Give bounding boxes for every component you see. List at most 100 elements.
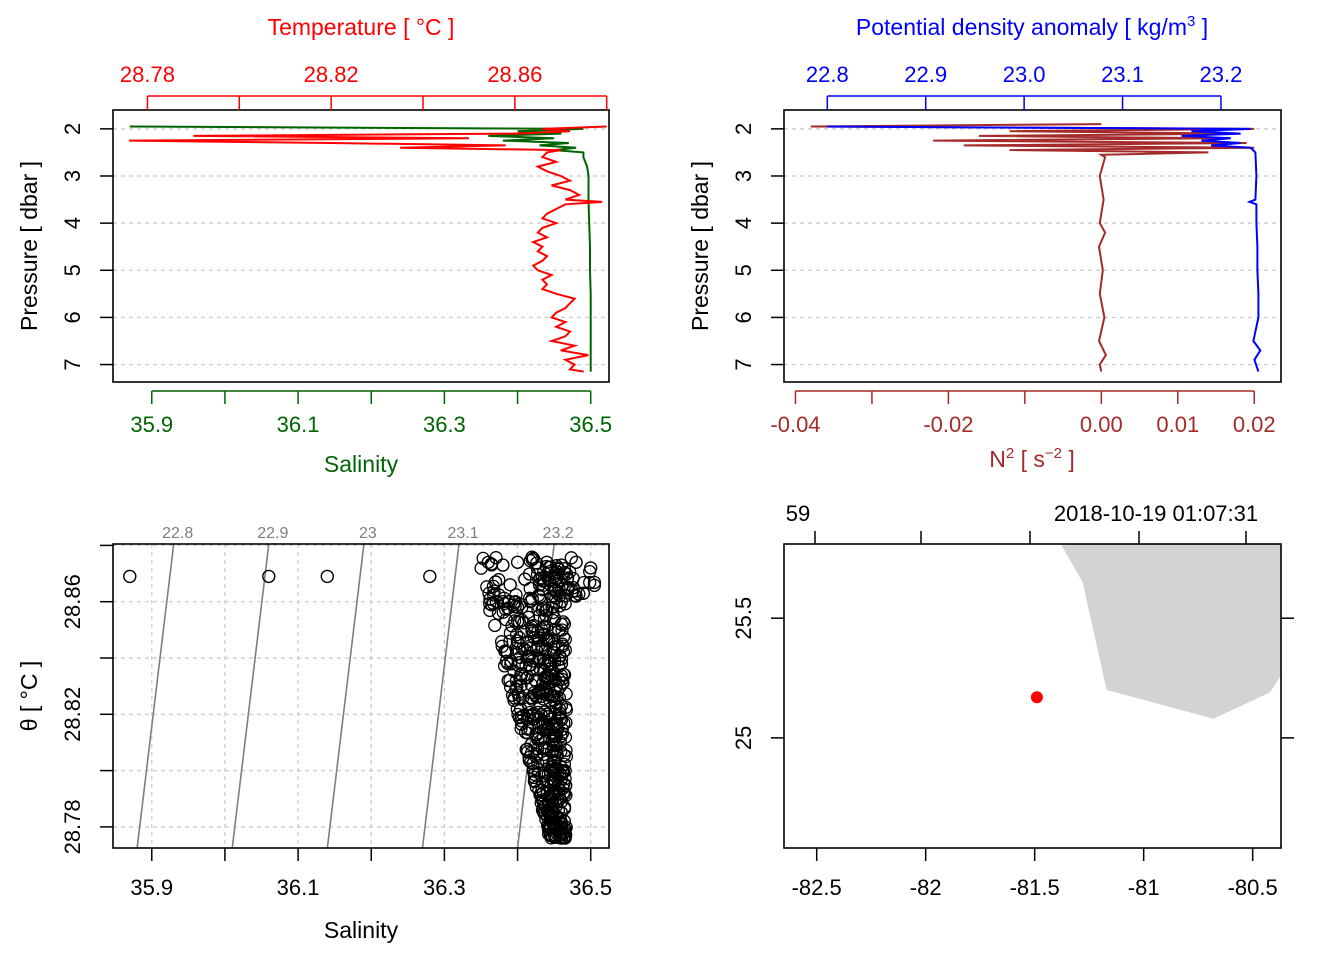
ts-point [513, 650, 527, 664]
density-profile-grid [784, 128, 1281, 366]
ts-points [123, 550, 602, 845]
ts-point [423, 569, 437, 584]
n2-tick-label: 0.02 [1233, 412, 1276, 437]
temperature-axis: 28.78 28.82 28.86 [120, 62, 608, 110]
ts-point [548, 673, 562, 687]
ts-point [552, 787, 566, 801]
pressure-tick-label: 6 [60, 311, 85, 323]
ts-point [556, 615, 570, 629]
ts-point [521, 605, 535, 619]
salinity-tick-label: 36.3 [423, 412, 466, 437]
ts-point [509, 588, 523, 602]
ts-point [496, 605, 510, 619]
salinity-axis-title: Salinity [324, 451, 399, 477]
ts-point [587, 575, 602, 590]
ts-diagram-panel: 22.8 22.9 23 23.1 23.2 35.9 36.1 36.3 36.5 28.7… [16, 525, 612, 943]
temperature-tick-label: 28.78 [120, 62, 175, 87]
ts-diagram-grid [113, 544, 609, 848]
ts-point [499, 645, 513, 659]
ts-point [564, 551, 578, 565]
ts-point [531, 588, 546, 602]
ts-point [483, 592, 497, 606]
ts-point [123, 569, 137, 584]
longitude-tick-label: -82 [910, 875, 942, 900]
ts-point [535, 689, 549, 703]
ts-point [529, 780, 543, 794]
density-axis-title: Potential density anomaly [ kg/m3 ] [856, 13, 1208, 40]
latitude-tick-label: 25.5 [731, 597, 756, 640]
density-profile-line [827, 125, 1262, 372]
ts-point [583, 564, 597, 579]
ts-point [514, 667, 528, 681]
pressure-axis-title: Pressure [ dbar ] [16, 161, 42, 331]
ts-salinity-tick-label: 36.5 [569, 875, 612, 900]
n2-title-sup: 2 [1006, 445, 1014, 462]
ts-point [549, 729, 564, 743]
salinity-tick-label: 36.1 [277, 412, 320, 437]
ts-point [507, 693, 521, 707]
ts-point [489, 594, 503, 609]
n2-axis: -0.04 -0.02 0.00 0.01 0.02 [770, 390, 1276, 437]
n2-tick-label: -0.02 [923, 412, 973, 437]
ts-point [540, 619, 554, 634]
map-frame [783, 543, 1282, 849]
ts-point [487, 588, 501, 602]
ts-profile-frame [112, 109, 610, 383]
ts-point [556, 639, 570, 653]
salinity-tick-label: 36.5 [569, 412, 612, 437]
ts-point [530, 742, 545, 756]
ts-point [499, 612, 513, 627]
ts-point [540, 742, 554, 756]
density-profile-frame [783, 109, 1282, 383]
density-tick-label: 23.1 [1101, 62, 1144, 87]
isopycnal-label: 22.8 [162, 525, 193, 542]
ts-point [524, 641, 538, 655]
pressure-tick-label: 6 [731, 311, 756, 323]
ts-point [503, 578, 517, 592]
ts-salinity-tick-label: 35.9 [130, 875, 173, 900]
ts-point [545, 788, 560, 802]
ts-point [507, 614, 522, 628]
n2-tick-label: 0.01 [1156, 412, 1199, 437]
ts-point [506, 598, 521, 612]
density-tick-label: 23.2 [1200, 62, 1243, 87]
ts-point [566, 581, 581, 595]
ts-point [547, 732, 562, 746]
ts-point [513, 702, 528, 716]
ts-point [492, 573, 506, 587]
ts-point [514, 721, 528, 736]
ts-salinity-axis: 35.9 36.1 36.3 36.5 [130, 848, 612, 900]
ts-point [538, 656, 552, 670]
ts-theta-title: θ [ °C ] [16, 661, 42, 732]
ts-salinity-tick-label: 36.3 [423, 875, 466, 900]
ts-point [558, 779, 573, 793]
ts-point [523, 595, 538, 609]
ts-point [553, 680, 567, 694]
ts-point [549, 596, 564, 610]
ts-point [520, 742, 534, 756]
pressure-tick-label: 4 [731, 217, 756, 229]
ts-point [547, 574, 561, 589]
ts-point [504, 657, 518, 671]
ts-point [483, 597, 497, 611]
pressure-axis-2: 2 3 4 5 6 7 [731, 123, 784, 371]
ts-point [544, 560, 558, 574]
pressure-tick-label: 7 [731, 358, 756, 370]
isopycnal-label: 22.9 [257, 525, 288, 542]
ts-point [523, 554, 537, 568]
ts-point [558, 764, 572, 778]
ts-point [559, 788, 573, 802]
ts-point [538, 717, 552, 731]
ts-point [541, 654, 555, 668]
ts-point [549, 559, 564, 573]
ts-point [553, 599, 567, 613]
ts-point [497, 596, 511, 611]
latitude-axis: 25.5 25 [731, 597, 1294, 750]
ts-point [498, 602, 513, 616]
ts-point [552, 691, 567, 705]
ts-point [527, 706, 541, 721]
ts-salinity-title: Salinity [324, 917, 399, 943]
isopycnal-label: 23.2 [543, 525, 574, 542]
n2-title-end: ] [1062, 446, 1075, 472]
